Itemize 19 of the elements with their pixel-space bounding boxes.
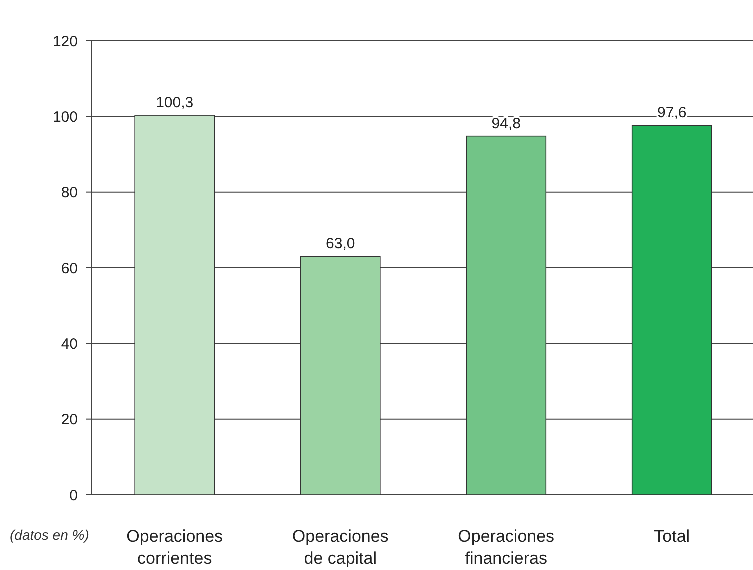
bar <box>300 256 381 496</box>
y-tick-label: 60 <box>61 260 78 278</box>
bar <box>466 136 547 496</box>
y-tick-label: 80 <box>61 184 78 202</box>
data-label: 94,8 <box>492 115 521 132</box>
bar <box>134 115 216 496</box>
y-tick-label: 20 <box>61 412 78 429</box>
y-tick-label: 0 <box>70 487 78 504</box>
y-tick-label: 100 <box>52 108 78 126</box>
y-tick-label: 120 <box>52 33 78 50</box>
y-tick-label: 40 <box>61 336 78 353</box>
data-label: 100,3 <box>156 94 194 112</box>
x-tick-label: Operaciones financieras <box>458 527 555 568</box>
x-tick-label: Operaciones corrientes <box>126 527 224 568</box>
text: (datos en %) <box>10 527 90 543</box>
x-tick-label: Total <box>654 527 690 546</box>
x-tick-label: Operaciones de capital <box>292 527 389 568</box>
bar <box>632 125 712 496</box>
data-label: 63,0 <box>326 236 356 253</box>
